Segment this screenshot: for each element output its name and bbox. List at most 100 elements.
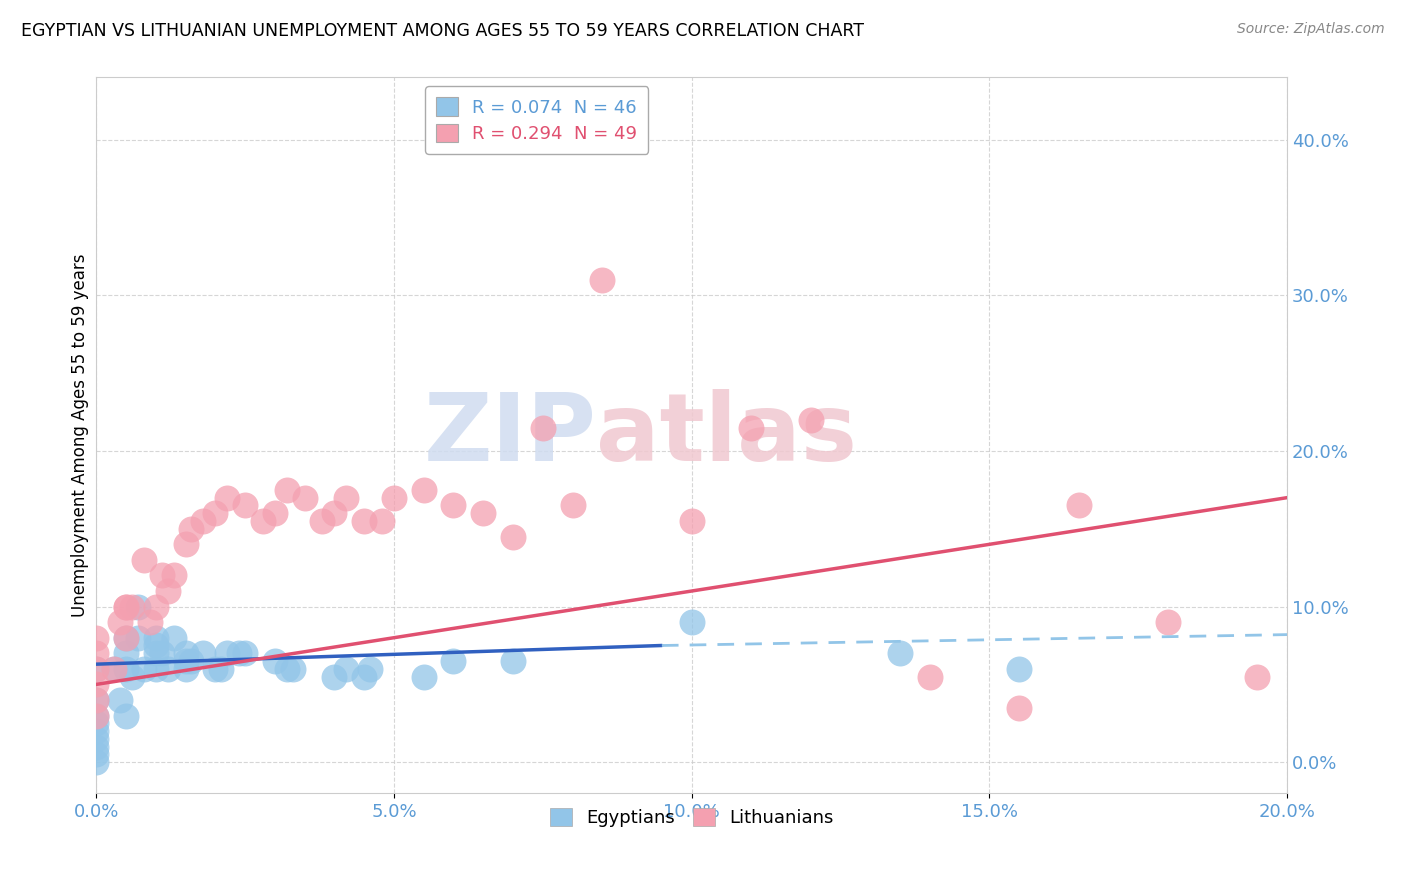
Point <box>103 662 125 676</box>
Point <box>1067 499 1090 513</box>
Point <box>412 483 434 497</box>
Point <box>145 599 167 614</box>
Point <box>472 506 495 520</box>
Point <box>103 662 125 676</box>
Point <box>252 514 274 528</box>
Point <box>294 491 316 505</box>
Point <box>84 693 107 707</box>
Point <box>1246 670 1268 684</box>
Point <box>353 670 375 684</box>
Point <box>145 639 167 653</box>
Point <box>193 514 215 528</box>
Point <box>276 662 298 676</box>
Point <box>193 646 215 660</box>
Point <box>127 631 149 645</box>
Point <box>412 670 434 684</box>
Point <box>84 756 107 770</box>
Point <box>1008 700 1031 714</box>
Text: atlas: atlas <box>596 390 858 482</box>
Point <box>371 514 394 528</box>
Point <box>174 537 197 551</box>
Point <box>217 491 239 505</box>
Point <box>561 499 583 513</box>
Point <box>323 670 346 684</box>
Point <box>132 662 155 676</box>
Point <box>115 646 138 660</box>
Point <box>127 599 149 614</box>
Point <box>108 693 131 707</box>
Point <box>115 708 138 723</box>
Point <box>115 599 138 614</box>
Point <box>145 662 167 676</box>
Point <box>800 413 823 427</box>
Point <box>162 568 184 582</box>
Point <box>84 724 107 739</box>
Point <box>84 739 107 754</box>
Point <box>84 693 107 707</box>
Point <box>1008 662 1031 676</box>
Point <box>681 514 703 528</box>
Point <box>1157 615 1180 629</box>
Point <box>84 731 107 746</box>
Point <box>115 631 138 645</box>
Point <box>443 654 465 668</box>
Point <box>180 654 202 668</box>
Point <box>263 506 285 520</box>
Text: Source: ZipAtlas.com: Source: ZipAtlas.com <box>1237 22 1385 37</box>
Legend: Egyptians, Lithuanians: Egyptians, Lithuanians <box>543 801 841 834</box>
Point <box>84 716 107 731</box>
Point <box>276 483 298 497</box>
Point <box>323 506 346 520</box>
Point <box>228 646 250 660</box>
Point <box>531 420 554 434</box>
Point <box>132 553 155 567</box>
Point <box>359 662 381 676</box>
Point <box>150 646 173 660</box>
Point <box>204 506 226 520</box>
Point <box>233 646 256 660</box>
Point <box>443 499 465 513</box>
Point <box>150 568 173 582</box>
Point <box>145 646 167 660</box>
Point <box>121 599 143 614</box>
Point <box>156 584 179 599</box>
Point <box>84 708 107 723</box>
Point <box>84 708 107 723</box>
Point <box>108 615 131 629</box>
Point <box>353 514 375 528</box>
Point <box>918 670 941 684</box>
Point <box>139 615 162 629</box>
Point <box>162 631 184 645</box>
Point <box>502 530 524 544</box>
Point <box>84 662 107 676</box>
Point <box>84 677 107 691</box>
Point <box>145 631 167 645</box>
Point <box>209 662 232 676</box>
Point <box>335 491 357 505</box>
Point <box>502 654 524 668</box>
Point <box>335 662 357 676</box>
Point <box>84 662 107 676</box>
Point <box>233 499 256 513</box>
Point <box>889 646 911 660</box>
Text: EGYPTIAN VS LITHUANIAN UNEMPLOYMENT AMONG AGES 55 TO 59 YEARS CORRELATION CHART: EGYPTIAN VS LITHUANIAN UNEMPLOYMENT AMON… <box>21 22 865 40</box>
Point <box>681 615 703 629</box>
Point <box>115 631 138 645</box>
Point <box>311 514 333 528</box>
Point <box>121 670 143 684</box>
Point <box>740 420 762 434</box>
Point <box>281 662 304 676</box>
Point <box>156 662 179 676</box>
Point <box>115 599 138 614</box>
Y-axis label: Unemployment Among Ages 55 to 59 years: Unemployment Among Ages 55 to 59 years <box>72 253 89 617</box>
Point <box>263 654 285 668</box>
Point <box>174 662 197 676</box>
Point <box>174 654 197 668</box>
Point <box>382 491 405 505</box>
Point <box>180 522 202 536</box>
Point <box>84 631 107 645</box>
Point <box>217 646 239 660</box>
Point <box>591 273 613 287</box>
Point <box>174 646 197 660</box>
Text: ZIP: ZIP <box>423 390 596 482</box>
